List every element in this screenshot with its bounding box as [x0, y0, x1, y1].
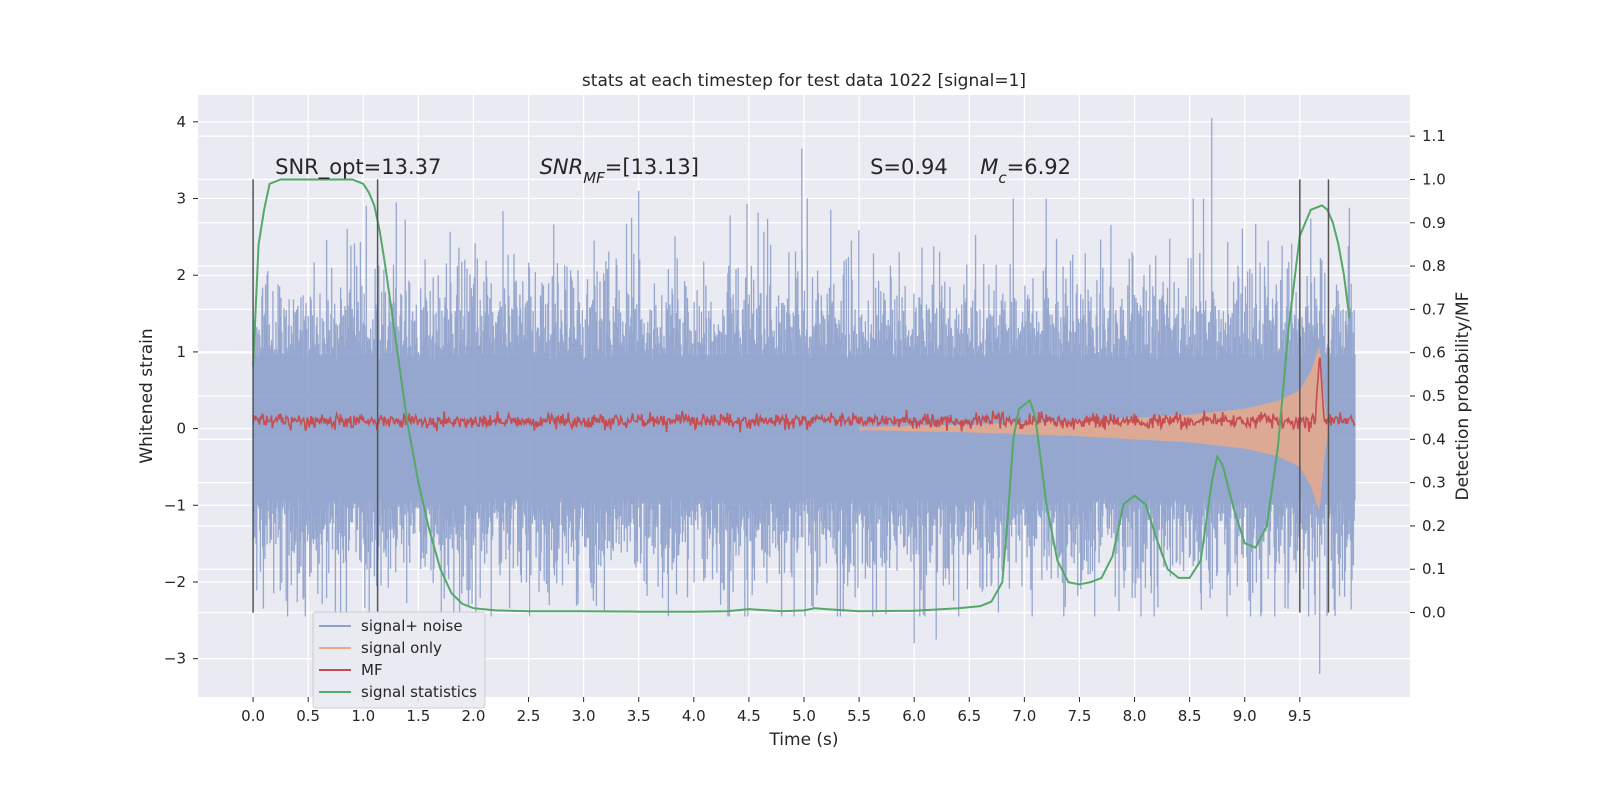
- y-tick-label: 0: [176, 420, 186, 438]
- y-tick-label: 1: [176, 343, 186, 361]
- signal-statistics-line: [252, 178, 1351, 613]
- y2-tick-label: 0.9: [1422, 214, 1446, 232]
- x-tick-label: 6.0: [902, 707, 926, 725]
- y2-tick-label: 0.2: [1422, 517, 1446, 535]
- legend-label: signal statistics: [361, 683, 477, 701]
- y-ticks: −3 −2 −1 0 1 2 3 4: [164, 113, 198, 668]
- y-tick-label: 4: [176, 113, 186, 131]
- y-tick-label: −2: [164, 573, 186, 591]
- annotation-mc-value: Mc=6.92: [980, 155, 1071, 187]
- annotations: SNR_opt=13.37 SNRMF=[13.13] S=0.94 Mc=6.92: [275, 155, 1071, 187]
- x-axis-label: Time (s): [768, 730, 838, 750]
- chart-title: stats at each timestep for test data 102…: [582, 71, 1026, 91]
- x-tick-label: 4.5: [737, 707, 761, 725]
- y-tick-label: −1: [164, 496, 186, 514]
- x-tick-label: 7.5: [1068, 707, 1092, 725]
- x-tick-label: 2.0: [462, 707, 486, 725]
- x-tick-label: 1.0: [351, 707, 375, 725]
- y2-tick-label: 0.5: [1422, 387, 1446, 405]
- x-tick-label: 0.5: [296, 707, 320, 725]
- y2-tick-label: 0.0: [1422, 604, 1446, 622]
- y2-tick-label: 0.4: [1422, 430, 1446, 448]
- legend-label: signal only: [361, 639, 442, 657]
- legend-label: MF: [361, 661, 383, 679]
- series-signal-only: [859, 346, 1329, 512]
- y-tick-label: 3: [176, 190, 186, 208]
- y2-axis-label: Detection probability/MF: [1453, 292, 1473, 501]
- x-tick-label: 8.5: [1178, 707, 1202, 725]
- y2-tick-label: 1.1: [1422, 127, 1446, 145]
- legend-label: signal+ noise: [361, 617, 463, 635]
- y-axis-label: Whitened strain: [137, 328, 157, 463]
- x-tick-label: 7.0: [1012, 707, 1036, 725]
- x-tick-label: 0.0: [241, 707, 265, 725]
- y2-tick-label: 0.6: [1422, 344, 1446, 362]
- y-tick-label: −3: [164, 650, 186, 668]
- x-tick-label: 2.5: [517, 707, 541, 725]
- x-tick-label: 6.5: [957, 707, 981, 725]
- y2-tick-label: 1.0: [1422, 170, 1446, 188]
- vertical-markers: [252, 179, 1330, 613]
- annotation-s-value: S=0.94: [870, 155, 948, 179]
- y-tick-label: 2: [176, 266, 186, 284]
- x-tick-label: 1.5: [406, 707, 430, 725]
- legend-box: [312, 611, 486, 709]
- annotation-snr-mf: SNRMF=[13.13]: [540, 155, 699, 187]
- x-tick-label: 3.5: [627, 707, 651, 725]
- y2-ticks: 0.0 0.1 0.2 0.3 0.4 0.5 0.6 0.7 0.8 0.9 1.0 1.1: [1410, 127, 1446, 622]
- y2-tick-label: 0.7: [1422, 300, 1446, 318]
- x-tick-label: 8.0: [1123, 707, 1147, 725]
- x-tick-label: 3.0: [572, 707, 596, 725]
- signal-only-envelope: [859, 346, 1329, 512]
- x-tick-label: 5.0: [792, 707, 816, 725]
- mf-line: [252, 357, 1356, 433]
- x-ticks: 0.0 0.5 1.0 1.5 2.0 2.5 3.0 3.5 4.0 4.5 5.0 5.5 6.0 6…: [241, 697, 1312, 725]
- y2-tick-label: 0.1: [1422, 560, 1446, 578]
- x-tick-label: 5.5: [847, 707, 871, 725]
- x-tick-label: 9.5: [1288, 707, 1312, 725]
- legend: signal+ noise signal only MF signal statist…: [312, 611, 486, 709]
- x-tick-label: 9.0: [1233, 707, 1257, 725]
- series-mf: [252, 357, 1356, 433]
- x-tick-label: 4.0: [682, 707, 706, 725]
- y2-tick-label: 0.3: [1422, 474, 1446, 492]
- y2-tick-label: 0.8: [1422, 257, 1446, 275]
- series-signal-statistics: [252, 178, 1351, 613]
- annotation-snr-opt: SNR_opt=13.37: [275, 155, 441, 180]
